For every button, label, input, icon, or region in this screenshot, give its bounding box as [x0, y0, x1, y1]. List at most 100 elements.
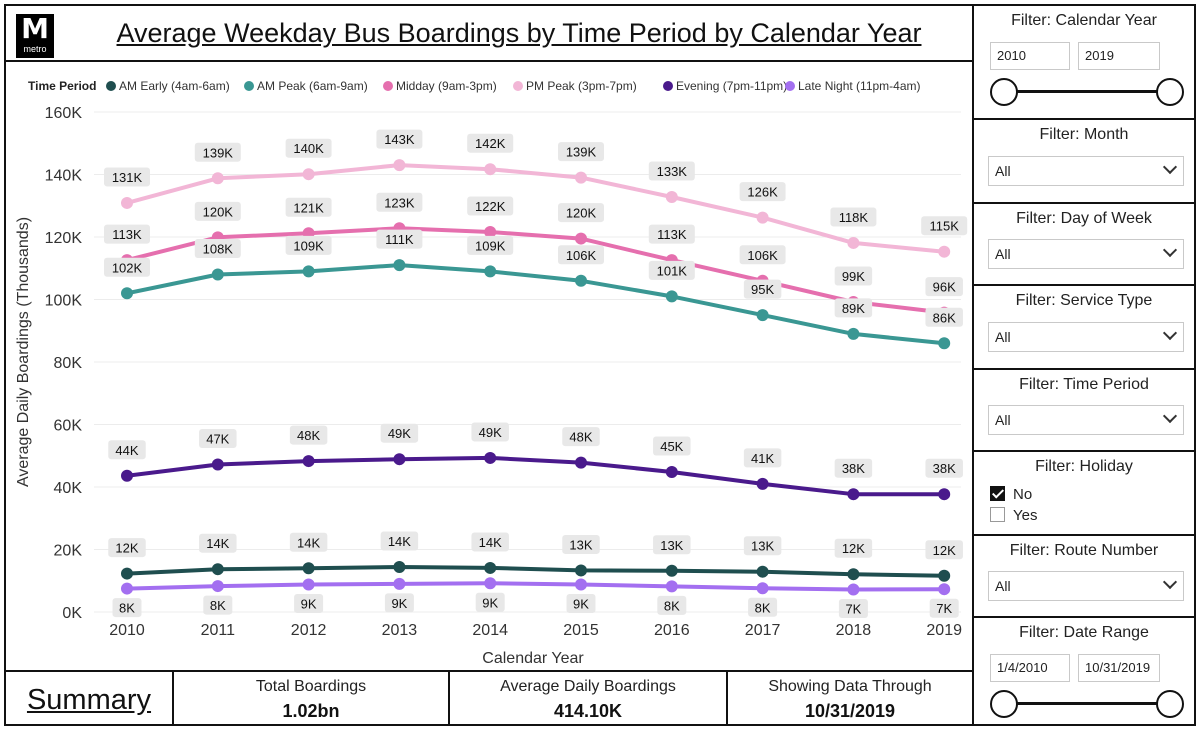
data-point: [121, 582, 133, 595]
data-label-background: [743, 279, 782, 299]
data-label-background: [743, 536, 782, 556]
data-label: 47K: [206, 432, 229, 447]
dropdown-value: All: [995, 246, 1011, 262]
chevron-down-icon: [1162, 574, 1178, 590]
data-point: [756, 309, 769, 322]
data-label: 9K: [482, 595, 498, 610]
data-label: 106K: [566, 248, 597, 263]
date-slider-track[interactable]: [1004, 702, 1170, 705]
holiday-option-no[interactable]: No: [990, 486, 1032, 503]
data-point: [756, 211, 769, 224]
data-label: 120K: [566, 206, 597, 221]
data-point: [302, 578, 315, 591]
year-start-input[interactable]: 2010: [990, 42, 1070, 70]
data-label-background: [925, 277, 963, 297]
year-slider-start-handle[interactable]: [990, 78, 1018, 106]
x-tick-label: 2015: [563, 622, 599, 639]
data-label-background: [194, 142, 241, 162]
date-slider-start-handle[interactable]: [990, 690, 1018, 718]
data-point: [393, 577, 406, 590]
data-point: [484, 577, 497, 590]
month-dropdown[interactable]: All: [988, 156, 1184, 186]
day-of-week-dropdown[interactable]: All: [988, 239, 1184, 269]
legend-marker: [513, 81, 523, 91]
y-tick-label: 80K: [54, 355, 83, 372]
filter-route-number: Filter: Route Number All: [974, 534, 1194, 616]
data-label-background: [657, 595, 687, 615]
legend-item: PM Peak (3pm-7pm): [526, 79, 637, 93]
filter-title: Filter: Month: [1039, 126, 1129, 143]
data-label-background: [104, 257, 150, 277]
data-point: [302, 168, 315, 181]
data-label: 109K: [475, 238, 506, 253]
data-label: 7K: [936, 601, 952, 616]
data-point: [484, 451, 497, 464]
checkbox-empty-icon[interactable]: [990, 507, 1005, 522]
x-tick-label: 2010: [109, 622, 145, 639]
service-type-dropdown[interactable]: All: [988, 322, 1184, 352]
data-label: 13K: [569, 537, 592, 552]
data-point: [665, 564, 678, 577]
data-label: 106K: [747, 248, 778, 263]
date-start-input[interactable]: 1/4/2010: [990, 654, 1070, 682]
data-label: 12K: [842, 541, 865, 556]
chevron-down-icon: [1162, 325, 1178, 341]
data-point: [575, 171, 587, 184]
data-label-background: [925, 540, 963, 560]
legend-marker: [383, 81, 393, 91]
data-point: [484, 561, 497, 574]
time-period-dropdown[interactable]: All: [988, 405, 1184, 435]
data-label: 121K: [293, 200, 324, 215]
route-number-dropdown[interactable]: All: [988, 571, 1184, 601]
legend-item: AM Peak (6am-9am): [257, 79, 368, 93]
data-label: 122K: [475, 199, 506, 214]
data-point: [665, 191, 678, 203]
data-label-background: [834, 266, 873, 286]
data-label: 14K: [388, 534, 411, 549]
filter-column: Filter: Calendar Year 2010 2019 Filter: …: [972, 4, 1196, 726]
data-label-background: [925, 458, 963, 478]
y-axis-title: Average Daily Boardings (Thousands): [15, 217, 32, 487]
data-label: 142K: [475, 136, 506, 151]
data-label-background: [653, 436, 691, 456]
holiday-option-yes[interactable]: Yes: [990, 507, 1037, 524]
series-line: [126, 163, 945, 254]
data-point: [393, 453, 406, 466]
data-label: 44K: [115, 443, 138, 458]
data-label-background: [380, 423, 419, 443]
summary-row: Summary Total Boardings 1.02bn Average D…: [4, 670, 974, 726]
data-label-background: [838, 599, 868, 618]
data-label-background: [834, 458, 873, 478]
year-end-input[interactable]: 2019: [1078, 42, 1160, 70]
metro-logo: M metro: [16, 14, 54, 58]
date-end-input[interactable]: 10/31/2019: [1078, 654, 1160, 682]
checkbox-checked-icon[interactable]: [990, 486, 1005, 501]
data-point: [665, 290, 678, 303]
y-tick-label: 160K: [45, 105, 83, 122]
y-tick-label: 40K: [54, 480, 83, 497]
year-slider-end-handle[interactable]: [1156, 78, 1184, 106]
data-label: 111K: [385, 232, 414, 247]
dropdown-value: All: [995, 412, 1011, 428]
summary-link[interactable]: Summary: [26, 684, 152, 716]
data-label-background: [285, 138, 332, 158]
data-label-background: [104, 167, 150, 187]
data-label-background: [830, 207, 877, 227]
data-label: 41K: [751, 451, 774, 466]
data-point: [847, 583, 860, 596]
data-point: [847, 327, 860, 340]
data-point: [938, 488, 951, 501]
data-point: [211, 458, 224, 471]
data-label: 86K: [933, 310, 956, 325]
date-slider-end-handle[interactable]: [1156, 690, 1184, 718]
title-bar: M metro Average Weekday Bus Boardings by…: [4, 4, 974, 62]
chevron-down-icon: [1162, 408, 1178, 424]
data-point: [121, 469, 133, 482]
data-label-background: [739, 182, 786, 202]
data-label-background: [475, 592, 505, 612]
average-daily-boardings-card: Average Daily Boardings 414.10K: [448, 672, 726, 724]
data-label: 101K: [657, 263, 688, 278]
data-label: 108K: [203, 242, 234, 257]
card-value: 10/31/2019: [804, 701, 896, 721]
year-slider-track[interactable]: [1004, 90, 1170, 93]
